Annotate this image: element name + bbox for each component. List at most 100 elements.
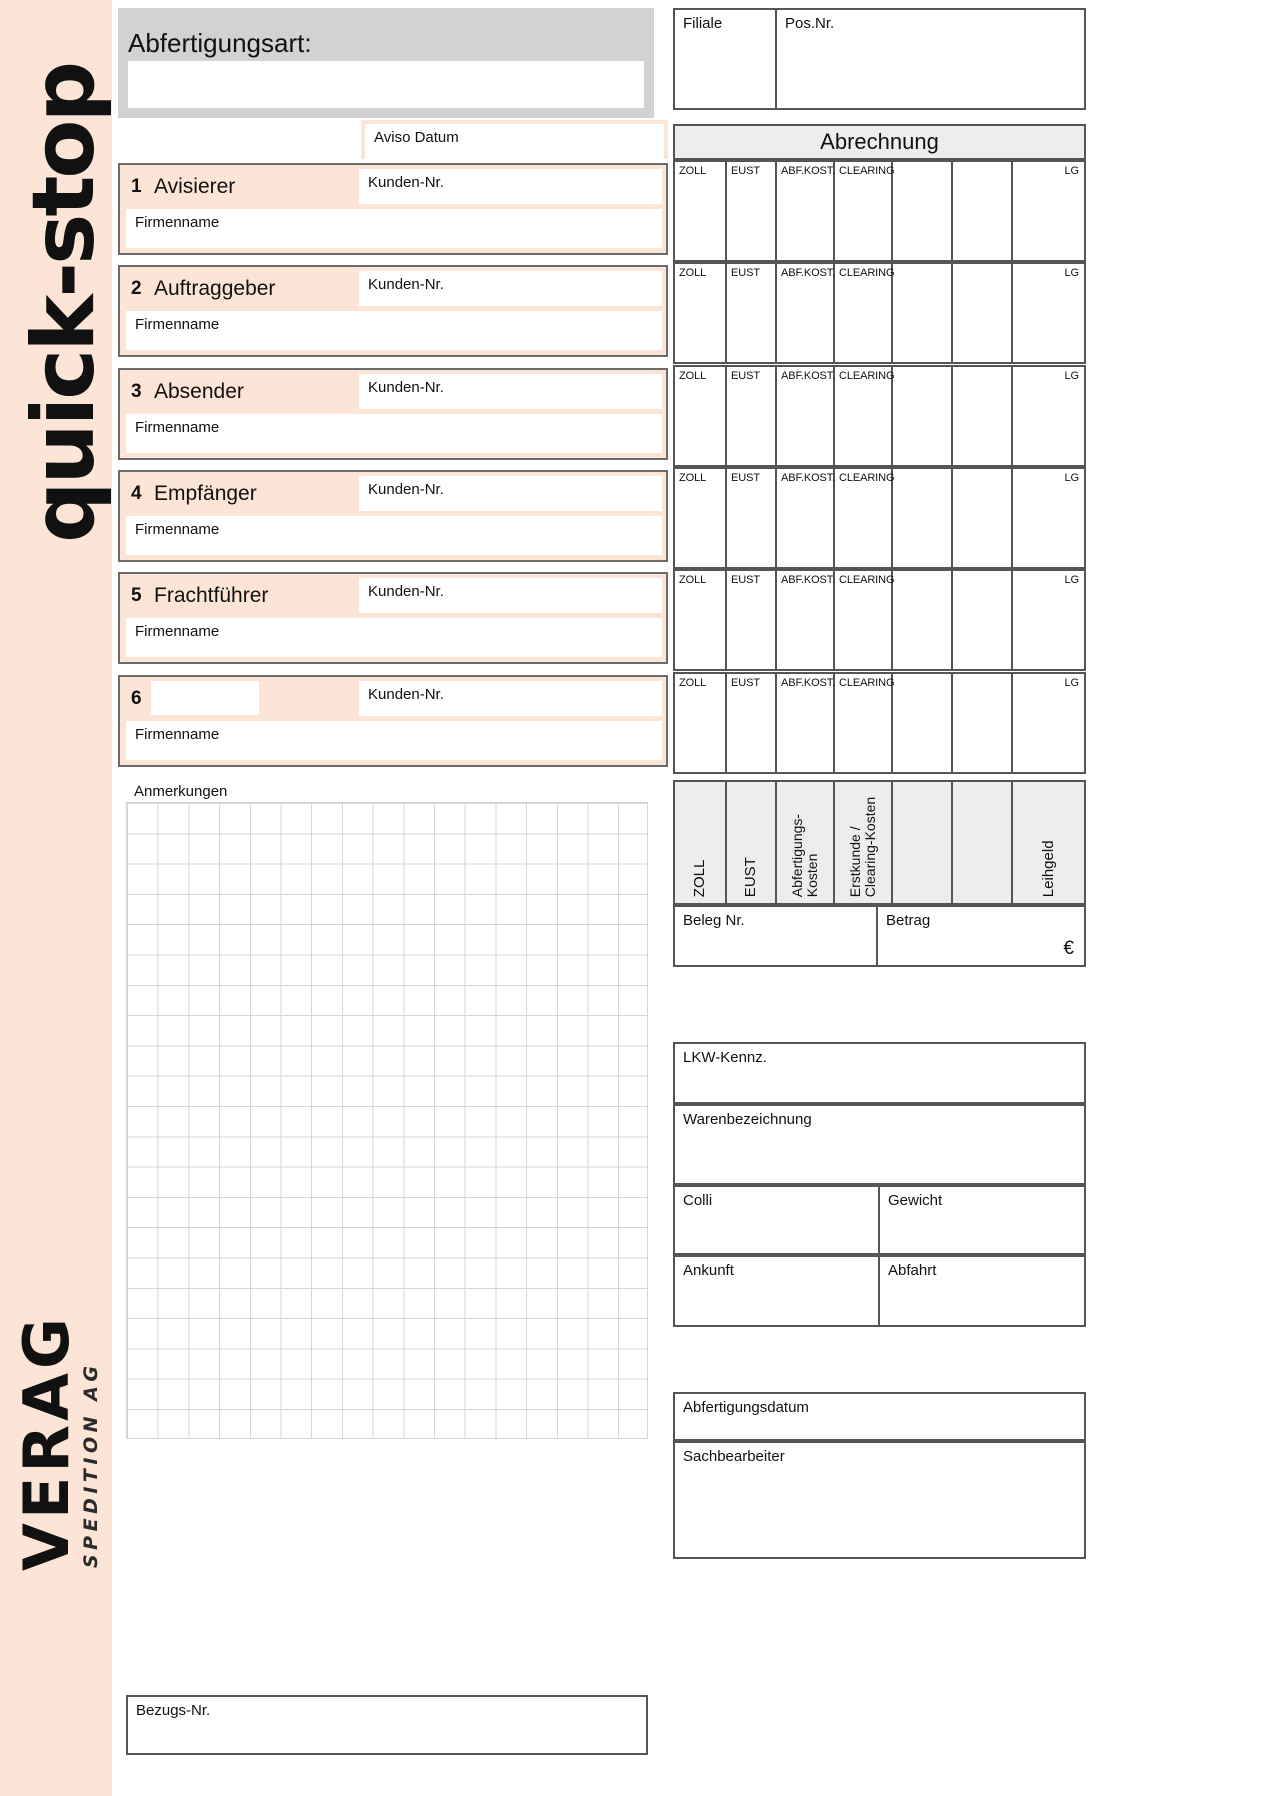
abrechnung-cell-abfkost[interactable]: ABF.KOST. bbox=[777, 469, 835, 567]
gewicht-field[interactable]: Gewicht bbox=[878, 1185, 1086, 1255]
party-number: 5 bbox=[131, 585, 142, 606]
abrechnung-cell-zoll[interactable]: ZOLL bbox=[675, 367, 727, 465]
ankunft-field[interactable]: Ankunft bbox=[673, 1255, 880, 1327]
beleg-nr-label: Beleg Nr. bbox=[683, 912, 745, 929]
abrechnung-cell-blank[interactable] bbox=[893, 674, 953, 772]
firmenname-input[interactable]: Firmenname bbox=[126, 414, 662, 453]
warenbezeichnung-field[interactable]: Warenbezeichnung bbox=[673, 1104, 1086, 1185]
abrechnung-cell-abfkost[interactable]: ABF.KOST. bbox=[777, 162, 835, 260]
abrechnung-cell-abfkost[interactable]: ABF.KOST. bbox=[777, 367, 835, 465]
abrechnung-cell-blank[interactable] bbox=[893, 469, 953, 567]
abrechnung-cell-zoll[interactable]: ZOLL bbox=[675, 162, 727, 260]
firmenname-input[interactable]: Firmenname bbox=[126, 516, 662, 555]
abrechnung-cell-clearing[interactable]: CLEARING bbox=[835, 264, 895, 362]
quick-stop-logo: quick-stop bbox=[14, 63, 114, 543]
abfertigungsart-input[interactable] bbox=[128, 61, 644, 108]
abrechnung-cell-lg[interactable]: LG bbox=[1013, 469, 1084, 567]
colli-field[interactable]: Colli bbox=[673, 1185, 880, 1255]
abfahrt-field[interactable]: Abfahrt bbox=[878, 1255, 1086, 1327]
filiale-field[interactable]: Filiale bbox=[673, 8, 777, 110]
sachbearbeiter-label: Sachbearbeiter bbox=[683, 1448, 785, 1465]
party-role-input[interactable] bbox=[151, 681, 259, 715]
posnr-field[interactable]: Pos.Nr. bbox=[775, 8, 1086, 110]
abrechnung-cell-zoll[interactable]: ZOLL bbox=[675, 469, 727, 567]
abrechnung-cell-lg[interactable]: LG bbox=[1013, 674, 1084, 772]
firmenname-label: Firmenname bbox=[135, 521, 220, 538]
anmerkungen-grid[interactable] bbox=[126, 802, 648, 1439]
abrechnung-col-header: ABF.KOST. bbox=[781, 574, 836, 586]
kunden-nr-label: Kunden-Nr. bbox=[368, 481, 444, 498]
abrechnung-cell-clearing[interactable]: CLEARING bbox=[835, 674, 895, 772]
aviso-datum-input[interactable]: Aviso Datum bbox=[365, 124, 664, 159]
abrechnung-cell-blank[interactable] bbox=[893, 264, 953, 362]
firmenname-input[interactable]: Firmenname bbox=[126, 209, 662, 248]
abrechnung-cell-eust[interactable]: EUST bbox=[727, 469, 777, 567]
abrechnung-cell-blank[interactable] bbox=[953, 264, 1013, 362]
abrechnung-row: ZOLL EUST ABF.KOST. CLEARING LG bbox=[673, 569, 1086, 671]
firmenname-input[interactable]: Firmenname bbox=[126, 721, 662, 760]
abrechnung-col-header: LG bbox=[1064, 574, 1080, 586]
abrechnung-cell-clearing[interactable]: CLEARING bbox=[835, 469, 895, 567]
firmenname-input[interactable]: Firmenname bbox=[126, 618, 662, 657]
kunden-nr-label: Kunden-Nr. bbox=[368, 174, 444, 191]
abrechnung-col-header: LG bbox=[1064, 165, 1080, 177]
kunden-nr-input[interactable]: Kunden-Nr. bbox=[359, 374, 662, 409]
abrechnung-cell-lg[interactable]: LG bbox=[1013, 571, 1084, 669]
abrechnung-cell-blank[interactable] bbox=[893, 162, 953, 260]
sachbearbeiter-field[interactable]: Sachbearbeiter bbox=[673, 1441, 1086, 1559]
firmenname-label: Firmenname bbox=[135, 316, 220, 333]
verag-company-name: VERAG bbox=[10, 1314, 83, 1571]
abrechnung-cell-blank[interactable] bbox=[893, 367, 953, 465]
abfertigungsart-label: Abfertigungsart: bbox=[128, 28, 312, 58]
abrechnung-cell-clearing[interactable]: CLEARING bbox=[835, 162, 895, 260]
kunden-nr-input[interactable]: Kunden-Nr. bbox=[359, 271, 662, 306]
party-number: 6 bbox=[131, 688, 142, 709]
party-number: 2 bbox=[131, 278, 142, 299]
abrechnung-cell-lg[interactable]: LG bbox=[1013, 162, 1084, 260]
kunden-nr-input[interactable]: Kunden-Nr. bbox=[359, 169, 662, 204]
party-block-3: 3 Absender Kunden-Nr. Firmenname bbox=[118, 368, 668, 460]
abrechnung-cell-blank[interactable] bbox=[953, 162, 1013, 260]
abrechnung-cell-blank[interactable] bbox=[953, 367, 1013, 465]
firmenname-input[interactable]: Firmenname bbox=[126, 311, 662, 350]
abrechnung-cell-blank[interactable] bbox=[893, 571, 953, 669]
abrechnung-cell-eust[interactable]: EUST bbox=[727, 674, 777, 772]
abrechnung-cell-blank[interactable] bbox=[953, 469, 1013, 567]
abrechnung-cell-lg[interactable]: LG bbox=[1013, 367, 1084, 465]
abrechnung-row: ZOLL EUST ABF.KOST. CLEARING LG bbox=[673, 262, 1086, 364]
beleg-nr-field[interactable]: Beleg Nr. bbox=[673, 905, 878, 967]
party-role-label: Auftraggeber bbox=[154, 277, 276, 300]
abrechnung-row: ZOLL EUST ABF.KOST. CLEARING LG bbox=[673, 467, 1086, 569]
betrag-field[interactable]: Betrag € bbox=[876, 905, 1086, 967]
kunden-nr-input[interactable]: Kunden-Nr. bbox=[359, 476, 662, 511]
abrechnung-cell-abfkost[interactable]: ABF.KOST. bbox=[777, 264, 835, 362]
abfahrt-label: Abfahrt bbox=[888, 1262, 937, 1279]
verag-subtitle: SPEDITION AG bbox=[80, 1361, 102, 1568]
abrechnung-cell-eust[interactable]: EUST bbox=[727, 571, 777, 669]
kunden-nr-input[interactable]: Kunden-Nr. bbox=[359, 578, 662, 613]
abrechnung-cell-clearing[interactable]: CLEARING bbox=[835, 571, 895, 669]
abrechnung-cell-eust[interactable]: EUST bbox=[727, 162, 777, 260]
abrechnung-cell-lg[interactable]: LG bbox=[1013, 264, 1084, 362]
party-block-1: 1 Avisierer Kunden-Nr. Firmenname bbox=[118, 163, 668, 255]
abrechnung-cell-blank[interactable] bbox=[953, 674, 1013, 772]
abrechnung-col-header: ABF.KOST. bbox=[781, 677, 836, 689]
abrechnung-header: Abrechnung bbox=[673, 124, 1086, 160]
abrechnung-col-header: EUST bbox=[731, 677, 760, 689]
abrechnung-col-header: LG bbox=[1064, 677, 1080, 689]
abrechnung-col-header: CLEARING bbox=[839, 370, 895, 382]
bezugs-nr-field[interactable]: Bezugs-Nr. bbox=[126, 1695, 648, 1755]
abrechnung-cell-eust[interactable]: EUST bbox=[727, 264, 777, 362]
abrechnung-cell-eust[interactable]: EUST bbox=[727, 367, 777, 465]
lkw-kennz-field[interactable]: LKW-Kennz. bbox=[673, 1042, 1086, 1104]
abrechnung-cell-zoll[interactable]: ZOLL bbox=[675, 674, 727, 772]
abfertigungsdatum-field[interactable]: Abfertigungsdatum bbox=[673, 1392, 1086, 1441]
kunden-nr-input[interactable]: Kunden-Nr. bbox=[359, 681, 662, 716]
abrechnung-cell-blank[interactable] bbox=[953, 571, 1013, 669]
abrechnung-cell-abfkost[interactable]: ABF.KOST. bbox=[777, 674, 835, 772]
abrechnung-cell-abfkost[interactable]: ABF.KOST. bbox=[777, 571, 835, 669]
abrechnung-cell-clearing[interactable]: CLEARING bbox=[835, 367, 895, 465]
abrechnung-col-header: EUST bbox=[731, 165, 760, 177]
abrechnung-cell-zoll[interactable]: ZOLL bbox=[675, 264, 727, 362]
abrechnung-cell-zoll[interactable]: ZOLL bbox=[675, 571, 727, 669]
